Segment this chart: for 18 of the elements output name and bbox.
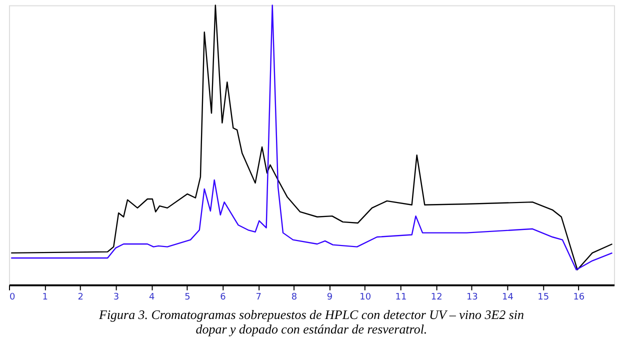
- x-tick-label: 9: [326, 292, 333, 302]
- x-tick-label: 13: [466, 292, 478, 302]
- x-tick-label: 6: [220, 292, 226, 302]
- x-tick-label: 4: [148, 292, 155, 302]
- x-tick-label: 12: [430, 292, 442, 302]
- x-tick-label: 7: [256, 292, 262, 302]
- x-tick-label: 10: [360, 292, 372, 302]
- x-tick-label: 3: [113, 292, 120, 302]
- x-tick-label: 5: [184, 292, 190, 302]
- text: Figura 3. Cromatogramas sobrepuestos de HPLC con detector UV – vino 3E2 sin dopar y dopado con estándar de resveratrol.: [98, 306, 524, 337]
- x-tick-label: 16: [573, 292, 585, 302]
- x-tick-label: 14: [502, 292, 514, 302]
- x-tick-label: 0: [9, 292, 16, 302]
- x-tick-label: 15: [538, 292, 550, 302]
- x-tick-label: 1: [42, 292, 48, 302]
- x-tick-label: 2: [78, 292, 84, 302]
- x-tick-label: 11: [395, 292, 407, 302]
- x-tick-label: 8: [291, 292, 298, 302]
